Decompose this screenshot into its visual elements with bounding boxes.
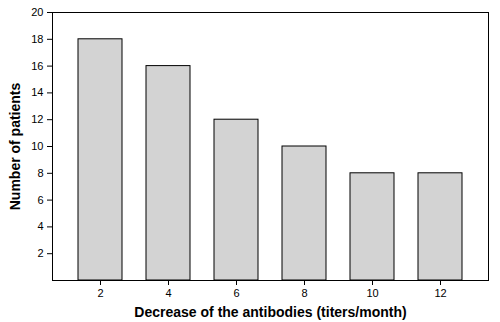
svg-text:18: 18 xyxy=(31,33,43,45)
svg-text:6: 6 xyxy=(37,194,43,206)
svg-text:8: 8 xyxy=(301,287,307,299)
svg-text:16: 16 xyxy=(31,60,43,72)
svg-text:12: 12 xyxy=(434,287,446,299)
svg-text:2: 2 xyxy=(97,287,103,299)
svg-text:6: 6 xyxy=(233,287,239,299)
svg-text:12: 12 xyxy=(31,113,43,125)
svg-text:Number of patients: Number of patients xyxy=(7,83,23,211)
svg-text:14: 14 xyxy=(31,86,43,98)
svg-text:2: 2 xyxy=(37,247,43,259)
svg-text:4: 4 xyxy=(37,220,43,232)
svg-text:8: 8 xyxy=(37,167,43,179)
svg-text:20: 20 xyxy=(31,6,43,18)
svg-text:10: 10 xyxy=(31,140,43,152)
svg-text:Decrease of the antibodies (ti: Decrease of the antibodies (titers/month… xyxy=(134,304,406,320)
svg-text:10: 10 xyxy=(366,287,378,299)
svg-text:4: 4 xyxy=(165,287,171,299)
